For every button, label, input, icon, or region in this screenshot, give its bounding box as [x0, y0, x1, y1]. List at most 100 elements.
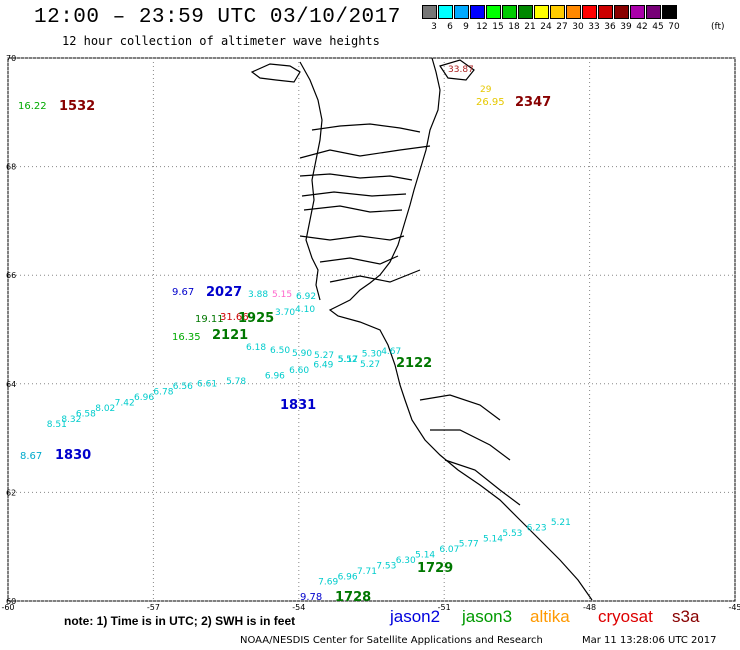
x-tick-label: -60 — [1, 603, 14, 612]
legend-swatch — [646, 5, 661, 19]
fjord-4 — [299, 235, 405, 241]
fjord-5 — [319, 255, 399, 265]
legend-label: 21 — [524, 22, 536, 32]
lat-lon-grid — [7, 57, 736, 602]
pass-label: 9.67 — [172, 287, 194, 298]
track-value-1728-1729: 5.53 — [502, 529, 522, 539]
southern-coast-1 — [419, 394, 501, 421]
pass-label: 6.18 — [246, 343, 266, 353]
legend-label: 9 — [463, 22, 469, 32]
x-tick-label: -54 — [292, 603, 305, 612]
legend-label: 18 — [508, 22, 520, 32]
satellite-jason2: jason2 — [390, 607, 441, 626]
fjord-6 — [329, 269, 421, 283]
pass-label: 29 — [480, 85, 492, 95]
legend-label: 15 — [492, 22, 504, 32]
pass-label: 5.17 — [338, 355, 358, 365]
fjord-7 — [299, 145, 431, 159]
axis-tick-labels: -60 -57 -54 -51 -48 -45 70 68 66 64 62 60 — [1, 54, 740, 612]
legend-swatch — [486, 5, 501, 19]
pass-label: 6.92 — [296, 292, 316, 302]
satellite-cryosat: cryosat — [598, 607, 653, 626]
y-tick-label: 66 — [6, 271, 16, 280]
satellite-jason3: jason3 — [462, 607, 513, 626]
legend-label: 24 — [540, 22, 552, 32]
pass-label: 5.15 — [272, 290, 292, 300]
legend-swatch — [502, 5, 517, 19]
pass-label: 8.67 — [20, 451, 42, 462]
pass-label: 2347 — [515, 95, 551, 110]
pass-label: 2027 — [206, 285, 242, 300]
x-tick-label: -48 — [583, 603, 596, 612]
track-value-1728-1729: 6.23 — [527, 523, 547, 533]
island-north — [250, 63, 301, 83]
legend-swatch — [566, 5, 581, 19]
legend-swatch — [582, 5, 597, 19]
island-ne — [439, 59, 475, 81]
footer-note: note: 1) Time is in UTC; 2) SWH is in fe… — [64, 614, 296, 628]
coastline-west-edge — [299, 61, 323, 301]
legend-label: 30 — [572, 22, 584, 32]
satellite-s3a: s3a — [672, 607, 700, 626]
page-subtitle: 12 hour collection of altimeter wave hei… — [62, 34, 380, 48]
pass-label: 26.95 — [476, 97, 505, 108]
pass-label: 16.22 — [18, 101, 47, 112]
legend-swatch — [470, 5, 485, 19]
pass-label: 1729 — [417, 561, 453, 576]
x-tick-label: -51 — [438, 603, 451, 612]
track-value-1830-1831: 8.51 — [47, 420, 67, 430]
track-value-1830-1831: 6.96 — [134, 393, 154, 403]
y-tick-label: 68 — [6, 163, 16, 172]
pass-label: 1831 — [280, 398, 316, 413]
fjord-8 — [301, 191, 407, 197]
pass-label: 1925 — [238, 311, 274, 326]
pass-label: 4.10 — [295, 305, 315, 315]
y-tick-label: 60 — [6, 597, 16, 606]
legend-swatch — [518, 5, 533, 19]
generated-timestamp: Mar 11 13:28:06 UTC 2017 — [582, 635, 717, 646]
track-value-1830-1831: 6.56 — [173, 382, 193, 392]
legend-label: 70 — [668, 22, 680, 32]
pass-label: 6.50 — [270, 346, 290, 356]
coastline-main — [328, 57, 593, 601]
track-value-1830-1831: 6.58 — [76, 409, 96, 419]
legend-swatch — [454, 5, 469, 19]
legend-swatch — [422, 5, 437, 19]
fjord-3 — [303, 205, 403, 213]
pass-label: 16.35 — [172, 332, 201, 343]
track-value-1728-1729: 7.71 — [357, 567, 377, 577]
legend-label: 39 — [620, 22, 632, 32]
track-value-1728-1729: 5.14 — [415, 551, 435, 561]
track-value-1830-1831: 5.78 — [226, 377, 246, 387]
legend-swatch — [614, 5, 629, 19]
y-tick-label: 64 — [6, 380, 16, 389]
pass-label: 1532 — [59, 99, 95, 114]
pass-label: 2121 — [212, 328, 248, 343]
track-value-1728-1729: 5.14 — [483, 534, 503, 544]
track-value-1728-1729: 7.69 — [318, 578, 338, 588]
track-value-1728-1729: 5.77 — [459, 540, 479, 550]
x-tick-label: -57 — [147, 603, 160, 612]
track-value-1830-1831: 5.52 — [338, 355, 358, 365]
pass-label: 31.66 — [220, 312, 249, 323]
legend-swatch — [550, 5, 565, 19]
legend-swatch — [438, 5, 453, 19]
legend-unit: (ft) — [711, 22, 725, 32]
legend-label: 33 — [588, 22, 600, 32]
legend-swatch — [630, 5, 645, 19]
x-tick-label: -45 — [728, 603, 740, 612]
fjord-1 — [311, 123, 421, 133]
fjord-2 — [299, 173, 413, 181]
pass-label: 1728 — [335, 590, 371, 605]
legend-label: 42 — [636, 22, 648, 32]
pass-label: 1830 — [55, 448, 91, 463]
legend-label: 36 — [604, 22, 616, 32]
pass-label: 5.27 — [360, 360, 380, 370]
credit-line: NOAA/NESDIS Center for Satellite Applica… — [240, 635, 543, 646]
track-value-1830-1831: 6.96 — [265, 371, 285, 381]
pass-label: 2122 — [396, 356, 432, 371]
track-value-1728-1729: 7.53 — [376, 561, 396, 571]
track-value-1830-1831: 6.60 — [289, 366, 309, 376]
satellite-altika: altika — [530, 607, 570, 626]
